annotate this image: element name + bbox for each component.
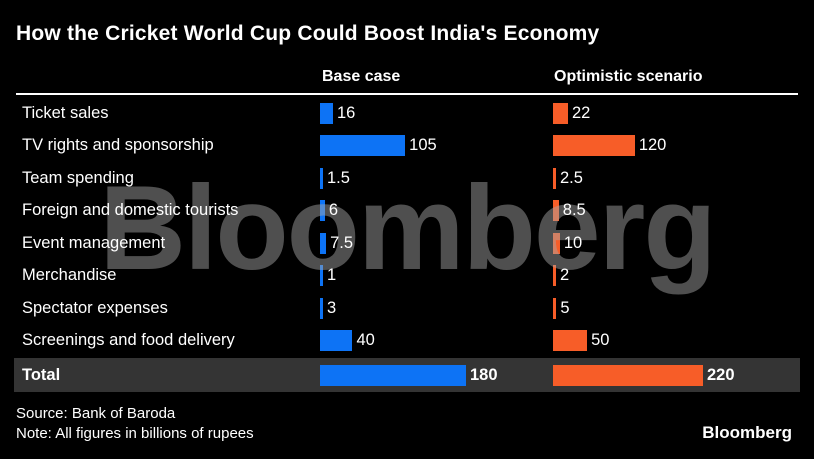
- bar-value-label: 105: [409, 136, 437, 155]
- optimistic-cell: 5: [553, 297, 800, 319]
- optimistic-bar: [553, 297, 557, 319]
- bar-value-label: 8.5: [562, 201, 586, 220]
- optimistic-cell: 2.5: [553, 167, 800, 189]
- total-row: Total 180 220: [14, 358, 800, 392]
- chart-row: Foreign and domestic tourists 6 8.5: [14, 195, 800, 228]
- base-cell: 3: [320, 297, 553, 319]
- base-cell: 16: [320, 102, 553, 124]
- row-category-label: Merchandise: [22, 266, 117, 285]
- optimistic-bar: [553, 265, 556, 287]
- base-cell: 40: [320, 330, 553, 352]
- optimistic-cell: 220: [553, 364, 800, 386]
- chart-row: TV rights and sponsorship 105 120: [14, 130, 800, 163]
- bar-value-label: 3: [327, 298, 337, 317]
- base-bar: [320, 102, 333, 124]
- bar-value-label: 5: [560, 298, 570, 317]
- base-cell: 1: [320, 265, 553, 287]
- optimistic-cell: 50: [553, 330, 800, 352]
- row-category-label: TV rights and sponsorship: [22, 136, 214, 155]
- row-category-label: Screenings and food delivery: [22, 331, 235, 350]
- source-note: Source: Bank of Baroda: [16, 405, 176, 422]
- bar-value-label: 1: [327, 266, 337, 285]
- optimistic-cell: 2: [553, 265, 800, 287]
- total-label: Total: [22, 365, 61, 384]
- optimistic-bar: [553, 102, 568, 124]
- optimistic-cell: 10: [553, 232, 800, 254]
- base-bar: [320, 232, 327, 254]
- base-bar: [320, 200, 325, 222]
- base-cell: 1.5: [320, 167, 553, 189]
- base-bar: [320, 297, 323, 319]
- row-category-label: Team spending: [22, 168, 134, 187]
- chart-row: Event management 7.5 10: [14, 227, 800, 260]
- row-category-label: Ticket sales: [22, 103, 109, 122]
- optimistic-bar: [553, 167, 556, 189]
- bar-value-label: 40: [356, 331, 375, 350]
- base-cell: 180: [320, 364, 553, 386]
- optimistic-bar: [553, 330, 588, 352]
- chart-row: Merchandise 1 2: [14, 260, 800, 293]
- bar-value-label: 2: [560, 266, 570, 285]
- bar-value-label: 22: [572, 103, 591, 122]
- bar-value-label: 50: [591, 331, 610, 350]
- base-bar: [320, 135, 406, 157]
- optimistic-cell: 120: [553, 135, 800, 157]
- bar-value-label: 220: [707, 365, 735, 384]
- optimistic-bar: [553, 200, 559, 222]
- chart-row: Ticket sales 16 22: [14, 97, 800, 130]
- optimistic-bar: [553, 135, 635, 157]
- chart-rows: Ticket sales 16 22 TV rights and sponsorshi…: [14, 97, 800, 392]
- base-bar: [320, 265, 323, 287]
- chart-row: Screenings and food delivery 40 50: [14, 325, 800, 358]
- base-cell: 6: [320, 200, 553, 222]
- base-cell: 7.5: [320, 232, 553, 254]
- bar-value-label: 7.5: [330, 233, 354, 252]
- bar-value-label: 180: [470, 365, 498, 384]
- header-divider-rule: [16, 93, 798, 95]
- base-bar: [320, 364, 466, 386]
- bar-value-label: 10: [563, 233, 583, 252]
- optimistic-cell: 8.5: [553, 200, 800, 222]
- bar-value-label: 120: [638, 136, 667, 155]
- base-bar: [320, 330, 353, 352]
- optimistic-bar: [553, 364, 703, 386]
- bar-value-label: 6: [328, 201, 339, 220]
- optimistic-cell: 22: [553, 102, 800, 124]
- chart-title: How the Cricket World Cup Could Boost In…: [16, 22, 600, 45]
- bar-value-label: 16: [336, 103, 356, 122]
- row-category-label: Event management: [22, 233, 166, 252]
- bar-value-label: 2.5: [560, 168, 583, 187]
- optimistic-bar: [553, 232, 560, 254]
- bar-value-label: 1.5: [327, 168, 350, 187]
- column-header-base-case: Base case: [322, 68, 401, 85]
- base-cell: 105: [320, 135, 553, 157]
- row-category-label: Foreign and domestic tourists: [22, 201, 239, 220]
- figures-note: Note: All figures in billions of rupees: [16, 425, 254, 442]
- column-header-optimistic-scenario: Optimistic scenario: [554, 68, 703, 85]
- base-bar: [320, 167, 323, 189]
- row-category-label: Spectator expenses: [22, 298, 168, 317]
- bloomberg-logo: Bloomberg: [702, 423, 792, 442]
- chart-row: Team spending 1.5 2.5: [14, 162, 800, 195]
- chart-row: Spectator expenses 3 5: [14, 292, 800, 325]
